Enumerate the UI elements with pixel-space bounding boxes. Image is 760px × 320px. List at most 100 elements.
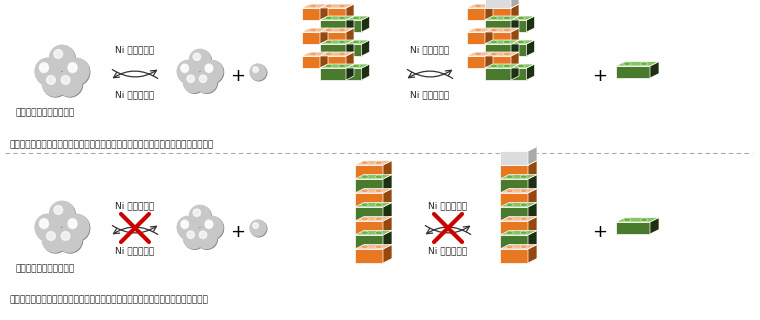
Text: +: + xyxy=(593,67,607,85)
Ellipse shape xyxy=(506,217,513,220)
Circle shape xyxy=(187,231,195,238)
Circle shape xyxy=(195,227,217,248)
Circle shape xyxy=(196,228,217,249)
Polygon shape xyxy=(320,20,346,32)
Circle shape xyxy=(177,216,198,237)
Circle shape xyxy=(205,65,213,73)
Ellipse shape xyxy=(520,231,527,235)
Polygon shape xyxy=(485,28,519,32)
Ellipse shape xyxy=(325,16,332,20)
Ellipse shape xyxy=(353,16,359,20)
Polygon shape xyxy=(355,249,383,263)
Polygon shape xyxy=(355,174,392,179)
Polygon shape xyxy=(485,4,519,8)
Polygon shape xyxy=(500,174,537,179)
Text: 結晶性ニ菃ケルナノ粒子: 結晶性ニ菃ケルナノ粒子 xyxy=(15,264,74,273)
Circle shape xyxy=(251,65,267,81)
Circle shape xyxy=(35,214,60,239)
Ellipse shape xyxy=(520,245,527,249)
Ellipse shape xyxy=(375,203,382,206)
Circle shape xyxy=(68,64,77,73)
Circle shape xyxy=(199,231,207,238)
Polygon shape xyxy=(500,249,528,263)
Circle shape xyxy=(201,218,223,239)
Polygon shape xyxy=(500,161,537,165)
Polygon shape xyxy=(650,61,659,78)
Ellipse shape xyxy=(310,52,317,56)
Polygon shape xyxy=(346,16,354,32)
Circle shape xyxy=(61,76,70,84)
Circle shape xyxy=(189,205,211,227)
Circle shape xyxy=(65,59,90,84)
Ellipse shape xyxy=(325,4,332,8)
Ellipse shape xyxy=(641,62,648,66)
Ellipse shape xyxy=(520,147,527,150)
Ellipse shape xyxy=(310,4,317,8)
Circle shape xyxy=(36,59,61,84)
Text: Ni 原子の放出: Ni 原子の放出 xyxy=(429,201,467,210)
Polygon shape xyxy=(527,64,534,80)
Ellipse shape xyxy=(503,52,511,56)
Circle shape xyxy=(64,58,89,83)
Circle shape xyxy=(35,216,60,241)
Ellipse shape xyxy=(624,62,631,66)
Polygon shape xyxy=(355,165,383,179)
Text: 非晶質ニ菃ケルナノ粒子: 非晶質ニ菃ケルナノ粒子 xyxy=(15,108,74,117)
Polygon shape xyxy=(355,161,392,165)
Polygon shape xyxy=(511,28,519,44)
Ellipse shape xyxy=(506,245,513,249)
Circle shape xyxy=(178,62,199,83)
Polygon shape xyxy=(346,16,369,20)
Polygon shape xyxy=(511,20,527,32)
Ellipse shape xyxy=(520,189,527,193)
Circle shape xyxy=(36,216,61,241)
Polygon shape xyxy=(511,64,519,80)
Ellipse shape xyxy=(641,218,648,221)
Circle shape xyxy=(65,216,90,241)
Circle shape xyxy=(199,75,207,83)
Circle shape xyxy=(58,72,83,97)
Ellipse shape xyxy=(338,64,345,68)
Polygon shape xyxy=(528,230,537,249)
Circle shape xyxy=(40,64,49,73)
Polygon shape xyxy=(500,188,537,193)
Polygon shape xyxy=(485,8,511,20)
Circle shape xyxy=(183,71,204,92)
Polygon shape xyxy=(528,244,537,263)
Circle shape xyxy=(250,64,266,80)
Circle shape xyxy=(64,214,89,239)
Ellipse shape xyxy=(503,64,511,68)
Polygon shape xyxy=(467,4,493,8)
Ellipse shape xyxy=(518,64,524,68)
Circle shape xyxy=(49,201,74,226)
Polygon shape xyxy=(485,0,511,8)
Circle shape xyxy=(43,228,68,253)
Polygon shape xyxy=(500,193,528,207)
Polygon shape xyxy=(302,56,320,68)
Circle shape xyxy=(196,72,217,93)
Circle shape xyxy=(190,50,211,71)
Polygon shape xyxy=(320,68,346,80)
Ellipse shape xyxy=(520,175,527,179)
Circle shape xyxy=(187,75,195,83)
Polygon shape xyxy=(485,64,519,68)
Circle shape xyxy=(54,50,62,58)
Ellipse shape xyxy=(338,4,345,8)
Ellipse shape xyxy=(503,28,511,32)
Ellipse shape xyxy=(353,40,359,44)
Ellipse shape xyxy=(518,40,524,44)
Ellipse shape xyxy=(624,218,631,221)
Text: Ni 原子の回収: Ni 原子の回収 xyxy=(116,246,154,255)
Ellipse shape xyxy=(338,52,345,56)
Circle shape xyxy=(178,218,199,239)
Polygon shape xyxy=(346,40,354,56)
Circle shape xyxy=(201,60,223,82)
Polygon shape xyxy=(383,203,392,221)
Ellipse shape xyxy=(506,175,513,179)
Polygon shape xyxy=(500,207,528,221)
Polygon shape xyxy=(467,8,485,20)
Polygon shape xyxy=(511,52,519,68)
Ellipse shape xyxy=(325,64,332,68)
Polygon shape xyxy=(528,174,537,193)
Polygon shape xyxy=(320,52,354,56)
